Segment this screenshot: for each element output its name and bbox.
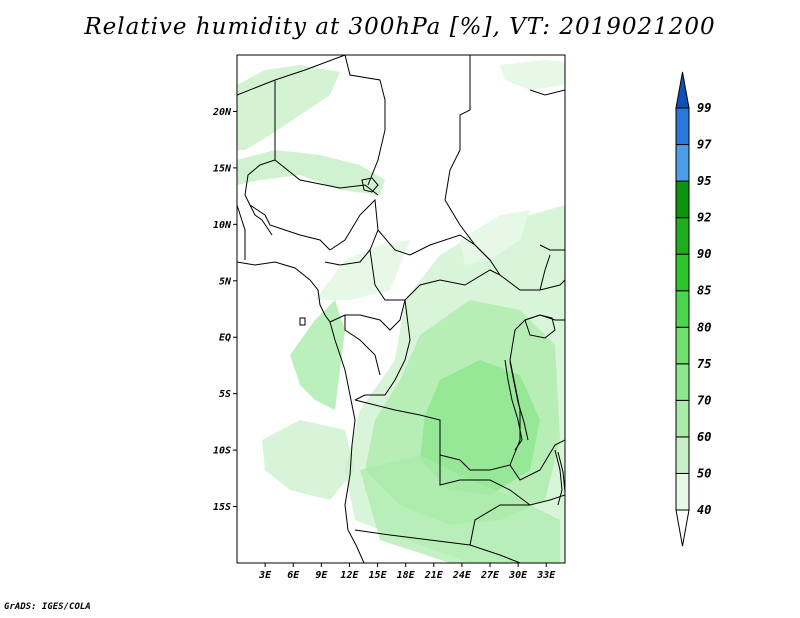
colorbar-label: 40 <box>697 503 711 517</box>
humid-region-central-africa-peak <box>420 360 540 495</box>
y-tick-label: 15S <box>213 502 231 513</box>
y-tick-label: EQ <box>219 333 231 344</box>
colorbar-bin-lowest <box>675 509 690 547</box>
x-axis: 3E 6E 9E 12E 15E 18E 21E 24E 27E 30E 33E <box>258 563 556 581</box>
y-tick-label: 10S <box>213 446 231 457</box>
x-tick-label: 3E <box>258 570 272 581</box>
grads-credit: GrADS: IGES/COLA <box>4 602 91 612</box>
colorbar-label: 80 <box>697 320 711 334</box>
x-tick-label: 21E <box>424 570 444 581</box>
colorbar-bin <box>675 180 690 219</box>
colorbar-label: 90 <box>697 247 711 261</box>
colorbar-bin <box>675 144 690 182</box>
colorbar-bin <box>675 217 690 255</box>
y-tick-label: 5S <box>219 389 231 400</box>
colorbar-label: 95 <box>697 174 711 188</box>
country-borders <box>237 55 565 563</box>
colorbar-bin <box>675 399 690 438</box>
x-tick-label: 9E <box>315 570 328 581</box>
lake-chad <box>361 177 379 193</box>
x-tick-label: 27E <box>480 570 500 581</box>
x-tick-label: 18E <box>397 570 416 581</box>
x-tick-label: 24E <box>452 570 472 581</box>
lake-tanganyika <box>504 359 529 451</box>
humid-region-southwest-ocean <box>262 420 355 500</box>
colorbar-label: 60 <box>697 430 711 444</box>
x-tick-label: 12E <box>340 570 359 581</box>
colorbar-bin <box>675 436 690 474</box>
y-tick-label: 5N <box>219 276 232 287</box>
x-tick-label: 6E <box>287 570 300 581</box>
y-tick-label: 20N <box>212 107 232 118</box>
colorbar-label: 99 <box>697 101 711 115</box>
map-frame <box>236 54 566 564</box>
colorbar: 40 50 60 70 75 80 85 90 92 95 97 99 <box>675 71 712 547</box>
colorbar-bin <box>675 253 690 292</box>
x-tick-label: 15E <box>369 570 388 581</box>
humid-region-northeast-spot <box>500 60 565 90</box>
border-east-africa <box>529 89 565 291</box>
y-axis: 20N 15N 10N 5N EQ 5S 10S 15S <box>212 107 237 513</box>
island-bioko <box>299 317 306 326</box>
humid-region-sahel-band <box>237 150 385 195</box>
humid-region-west-africa <box>315 240 410 300</box>
colorbar-label: 75 <box>697 357 711 371</box>
y-tick-label: 10N <box>213 220 232 231</box>
colorbar-bin-highest <box>675 71 690 109</box>
lake-victoria <box>524 314 556 339</box>
colorbar-bin <box>675 290 690 328</box>
colorbar-label: 70 <box>697 393 711 407</box>
x-tick-label: 33E <box>536 570 556 581</box>
x-tick-label: 30E <box>508 570 528 581</box>
colorbar-bin <box>675 107 690 146</box>
colorbar-bin <box>675 326 690 365</box>
humid-region-east-band <box>460 210 530 265</box>
colorbar-label: 50 <box>697 466 711 480</box>
colorbar-bin <box>675 363 690 401</box>
coastline-west <box>237 261 365 563</box>
border-west-africa-states <box>237 80 379 260</box>
border-nigeria-cameroon <box>324 198 491 301</box>
humid-region-angola-south <box>360 455 560 563</box>
lake-malawi <box>554 449 565 506</box>
y-tick-label: 15N <box>213 163 232 174</box>
border-southern-africa <box>354 439 565 563</box>
colorbar-label: 85 <box>697 284 711 298</box>
colorbar-label: 92 <box>697 211 711 225</box>
map-title: Relative humidity at 300hPa [%], VT: 201… <box>84 14 716 40</box>
humid-region-northwest-band <box>237 65 340 150</box>
colorbar-bin <box>675 472 690 511</box>
colorbar-label: 97 <box>697 138 712 152</box>
